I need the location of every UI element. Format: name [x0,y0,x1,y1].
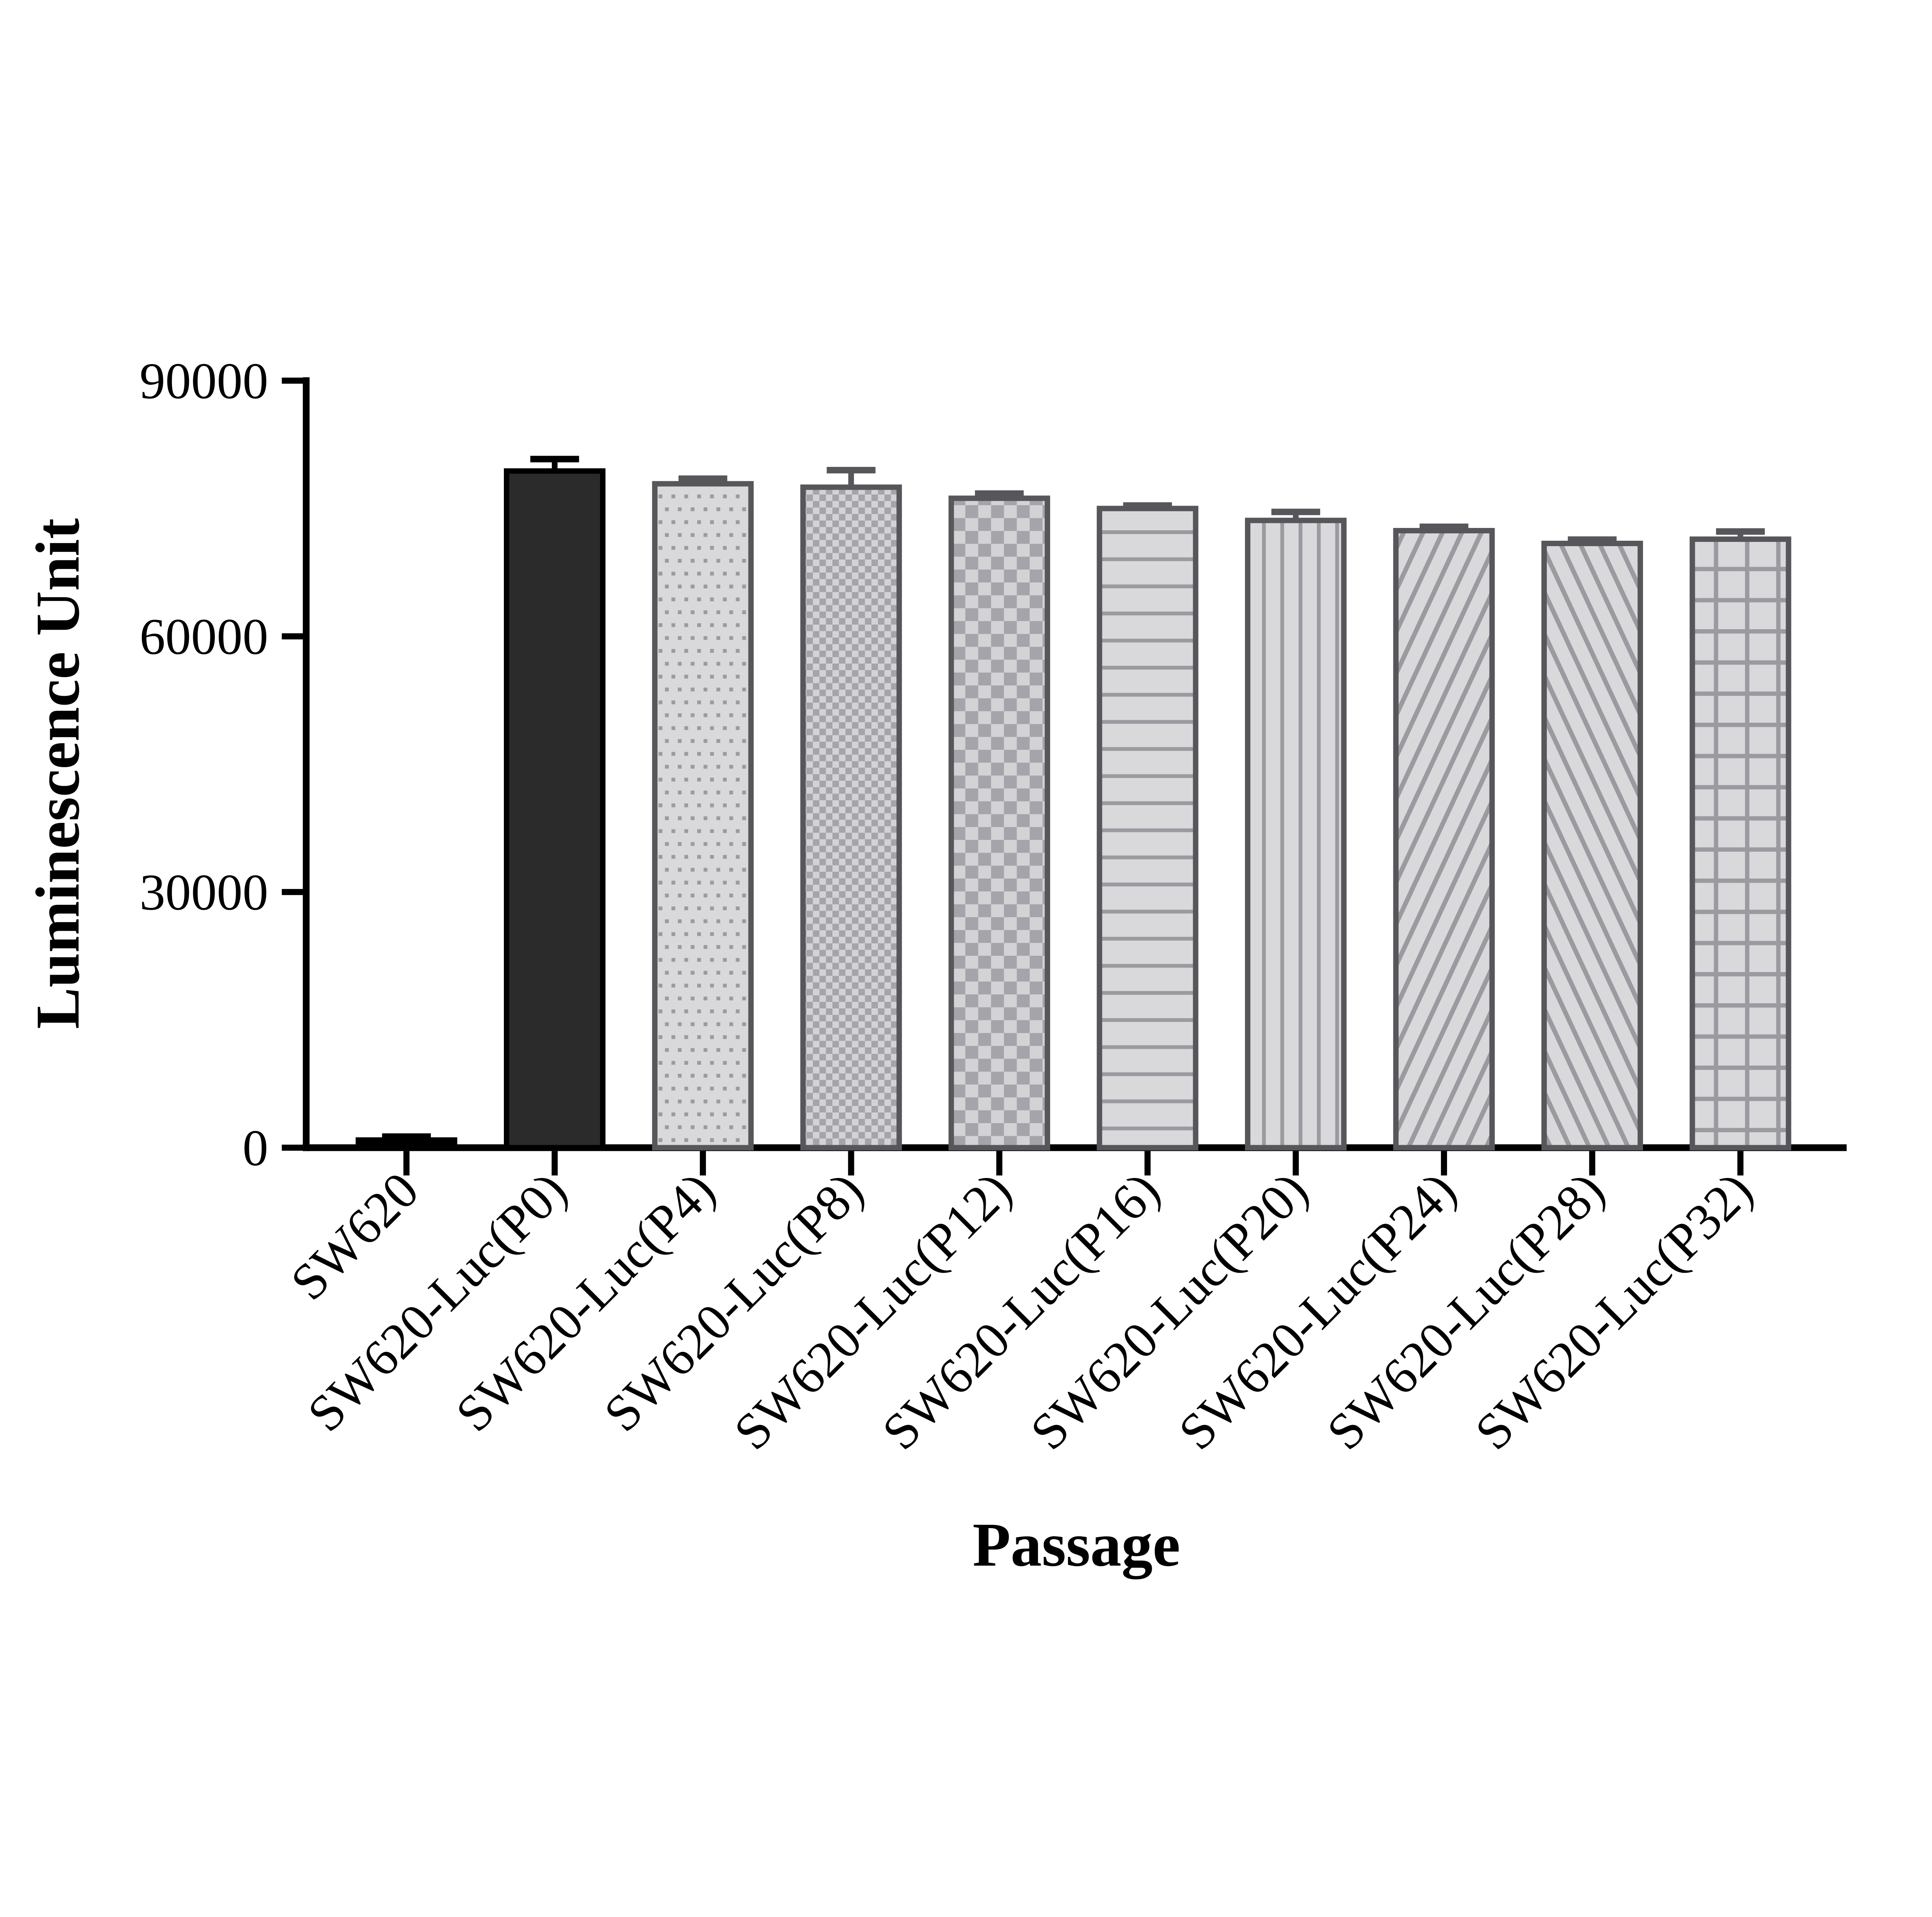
y-axis-title: Luminescence Unit [23,518,92,1029]
x-axis-title: Passage [973,1510,1180,1580]
bar-sw620-luc-p28- [1541,541,1643,1151]
y-tick-label: 90000 [139,352,268,409]
bar-sw620-luc-p12- [948,495,1050,1151]
bar-sw620-luc-p16- [1097,506,1199,1151]
bar-sw620-luc-p0- [503,468,605,1151]
x-tick-label: SW620-Luc(P16) [871,1161,1170,1461]
x-tick-label: SW620-Luc(P4) [445,1161,726,1442]
bar-sw620-luc-p20- [1245,518,1347,1151]
y-tick-label: 60000 [139,608,268,665]
x-tick-label: SW620-Luc(P12) [723,1161,1022,1461]
x-tick-label: SW620-Luc(P20) [1019,1161,1318,1461]
x-tick-label: SW620-Luc(P8) [593,1161,874,1442]
y-tick-label: 30000 [139,863,268,921]
x-tick-label: SW620-Luc(P0) [296,1161,577,1442]
bar-sw620-luc-p4- [652,481,754,1151]
bar-sw620 [355,1137,457,1151]
x-tick-label: SW620-Luc(P24) [1168,1161,1467,1461]
x-tick-label: SW620-Luc(P28) [1316,1161,1615,1461]
bar-sw620-luc-p32- [1689,536,1791,1151]
x-tick-label: SW620 [280,1161,429,1311]
x-tick-label: SW620-Luc(P32) [1464,1161,1763,1461]
bar-sw620-luc-p8- [800,484,902,1151]
y-tick-label: 0 [243,1119,269,1176]
bar-sw620-luc-p24- [1393,528,1495,1151]
